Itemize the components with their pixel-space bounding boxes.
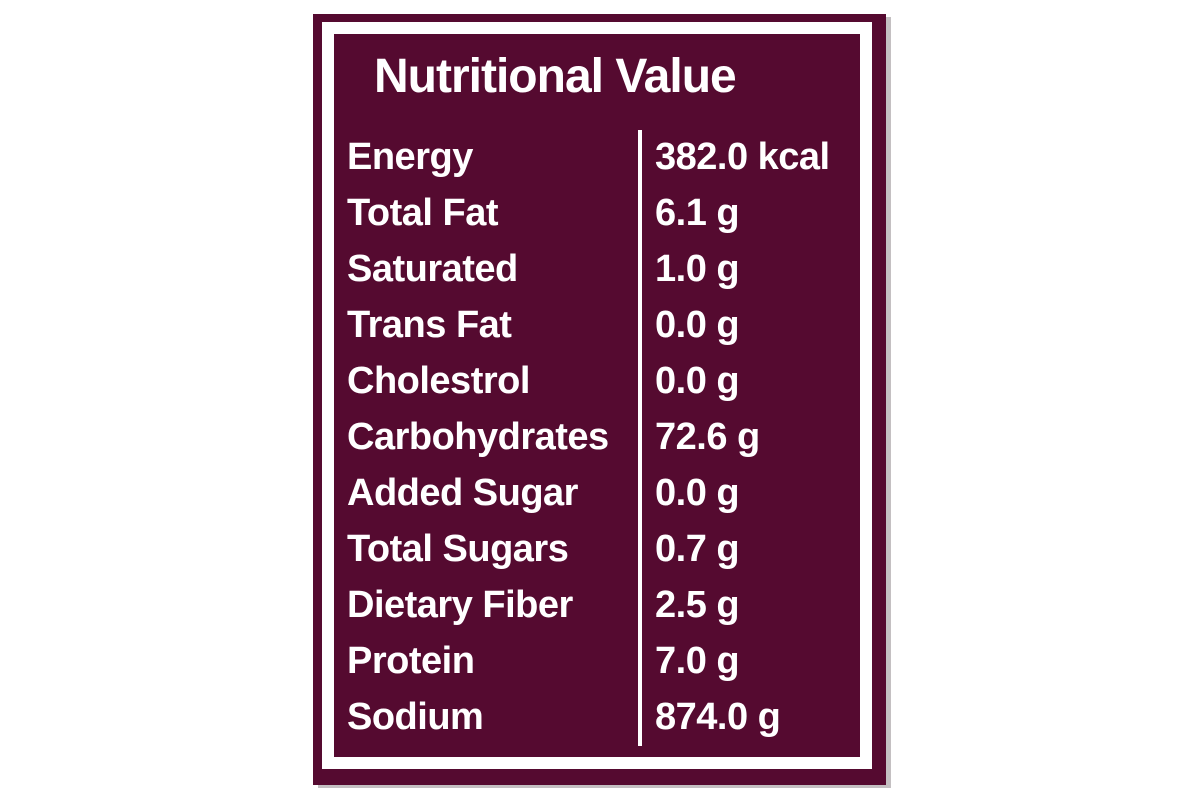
table-row: Total Sugars 0.7 g [334, 521, 860, 578]
nutrient-value: 0.0 g [638, 353, 860, 410]
nutrition-label-card: Nutritional Value Energy 382.0 kcal Tota… [313, 14, 886, 785]
nutrient-value: 874.0 g [638, 689, 860, 746]
nutrient-name: Cholestrol [347, 360, 530, 403]
nutrient-value: 0.7 g [638, 521, 860, 578]
nutrient-name: Carbohydrates [347, 416, 609, 459]
nutrient-name: Total Sugars [347, 528, 569, 571]
table-row: Energy 382.0 kcal [334, 129, 860, 186]
table-row: Cholestrol 0.0 g [334, 353, 860, 410]
table-row: Total Fat 6.1 g [334, 185, 860, 242]
nutrient-name: Added Sugar [347, 472, 578, 515]
nutrient-value: 7.0 g [638, 633, 860, 690]
nutrient-value: 2.5 g [638, 577, 860, 634]
nutrition-label-frame: Nutritional Value Energy 382.0 kcal Tota… [322, 22, 872, 769]
nutrient-value: 0.0 g [638, 465, 860, 522]
nutrient-name: Energy [347, 136, 473, 179]
nutrient-name: Trans Fat [347, 304, 512, 347]
table-row: Dietary Fiber 2.5 g [334, 577, 860, 634]
table-row: Added Sugar 0.0 g [334, 465, 860, 522]
table-row: Protein 7.0 g [334, 633, 860, 690]
nutrient-value: 6.1 g [638, 185, 860, 242]
nutrient-value: 0.0 g [638, 297, 860, 354]
table-row: Sodium 874.0 g [334, 689, 860, 746]
nutrition-label-title: Nutritional Value [374, 50, 737, 103]
nutrient-name: Protein [347, 640, 475, 683]
nutrient-name: Sodium [347, 696, 484, 739]
table-row: Carbohydrates 72.6 g [334, 409, 860, 466]
nutrient-value: 1.0 g [638, 241, 860, 298]
nutrient-name: Dietary Fiber [347, 584, 573, 627]
table-row: Trans Fat 0.0 g [334, 297, 860, 354]
nutrient-value: 72.6 g [638, 409, 860, 466]
nutrient-value: 382.0 kcal [638, 129, 860, 186]
nutrition-table: Energy 382.0 kcal Total Fat 6.1 g Satura… [334, 129, 860, 746]
nutrient-name: Saturated [347, 248, 518, 291]
table-row: Saturated 1.0 g [334, 241, 860, 298]
nutrient-name: Total Fat [347, 192, 499, 235]
